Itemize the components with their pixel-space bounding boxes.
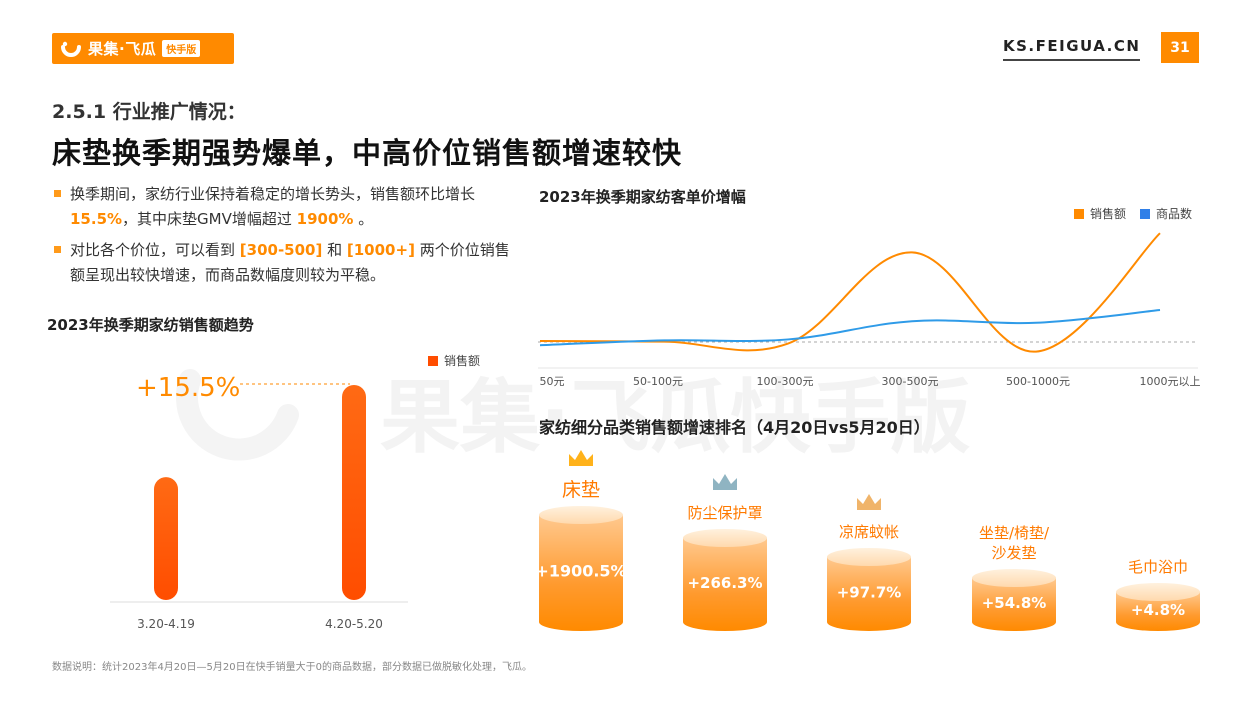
crown-icon (569, 450, 593, 466)
rank-value: +4.8% (1131, 601, 1185, 619)
line-series-0 (539, 232, 1161, 353)
line-chart-title: 2023年换季期家纺客单价增幅 (539, 188, 746, 206)
rank-cylinder-cap (972, 569, 1056, 587)
legend-swatch-items (1140, 208, 1151, 219)
line-chart: 50元 50-100元 100-300元 300-500元 500-1000元 1000元… (538, 232, 1201, 388)
page-title: 床垫换季期强势爆单，中高价位销售额增速较快 (52, 136, 683, 170)
footnote: 数据说明：统计2023年4月20日—5月20日在快手销量大于0的商品数据，部分数… (52, 662, 532, 673)
rank-category-label: 毛巾浴巾 (1098, 557, 1218, 577)
legend-swatch-sales (428, 355, 438, 366)
line-tick-label: 300-500元 (882, 375, 939, 388)
legend-swatch-sales (1074, 208, 1084, 219)
growth-annotation: +15.5% (136, 373, 240, 403)
rank-cylinder (1116, 592, 1200, 631)
crown-icon (713, 474, 737, 490)
line-tick-label: 1000元以上 (1140, 375, 1201, 388)
rank-cylinder-cap (539, 506, 623, 524)
ranking-title: 家纺细分品类销售额增速排名（4月20日vs5月20日） (539, 418, 930, 437)
legend-label-items: 商品数 (1156, 207, 1193, 221)
rank-cylinder (827, 557, 911, 631)
line-chart-legend: 销售额 商品数 (1074, 205, 1192, 222)
rank-value: +266.3% (687, 574, 762, 592)
line-series-1 (539, 309, 1161, 347)
line-tick-label: 50-100元 (633, 375, 683, 388)
rank-cylinder (683, 538, 767, 631)
line-tick-label: 50元 (540, 375, 565, 388)
rank-value: +1900.5% (535, 562, 626, 581)
line-tick-label: 500-1000元 (1006, 375, 1070, 388)
bar-chart-title: 2023年换季期家纺销售额趋势 (47, 316, 254, 334)
page-number: 31 (1161, 32, 1199, 63)
rank-category-label-line1: 坐垫/椅垫/ (978, 524, 1050, 542)
logo-smile-icon (61, 41, 81, 57)
ranking-chart: +1900.5% +266.3% +97.7% +54.8% +4.8% (535, 450, 1200, 631)
rank-category-label: 凉席蚊帐 (809, 522, 929, 542)
rank-value: +54.8% (982, 594, 1047, 612)
logo-text: 果集·飞瓜 (88, 40, 157, 58)
logo-badge: 快手版 (162, 40, 201, 57)
rank-category-label: 防尘保护罩 (665, 503, 785, 523)
bullet-2: 对比各个价位，可以看到 [300-500] 和 [1000+] 两个价位销售额呈… (52, 238, 512, 288)
brand-logo: 果集·飞瓜 快手版 (52, 33, 234, 64)
line-tick-label: 100-300元 (757, 375, 814, 388)
rank-cylinder (539, 515, 623, 631)
bar-chart-legend: 销售额 (428, 352, 480, 369)
bar-tick-label: 3.20-4.19 (137, 617, 195, 631)
rank-category-label-line1: 防尘保护罩 (687, 504, 763, 522)
bullet-1: 换季期间，家纺行业保持着稳定的增长势头，销售额环比增长 15.5%，其中床垫GM… (52, 182, 512, 232)
rank-cylinder (972, 578, 1056, 631)
legend-label-sales: 销售额 (1090, 207, 1127, 221)
rank-category-label-line1: 床垫 (561, 479, 600, 501)
crown-icon (857, 494, 881, 510)
section-subtitle: 2.5.1 行业推广情况： (52, 101, 246, 123)
rank-cylinder-cap (1116, 583, 1200, 601)
summary-bullets: 换季期间，家纺行业保持着稳定的增长势头，销售额环比增长 15.5%，其中床垫GM… (52, 182, 512, 294)
site-url[interactable]: KS.FEIGUA.CN (1003, 37, 1141, 61)
rank-category-label: 床垫 (521, 480, 641, 500)
bar-0 (154, 477, 178, 600)
rank-category-label: 坐垫/椅垫/沙发垫 (954, 523, 1074, 563)
rank-value: +97.7% (837, 584, 902, 602)
rank-category-label-line1: 毛巾浴巾 (1127, 558, 1188, 576)
rank-cylinder-cap (827, 548, 911, 566)
bar-1 (342, 385, 366, 600)
bar-tick-label: 4.20-5.20 (325, 617, 383, 631)
legend-label-sales: 销售额 (444, 354, 481, 368)
rank-category-label-line2: 沙发垫 (991, 544, 1037, 562)
rank-category-label-line1: 凉席蚊帐 (838, 523, 899, 541)
bar-chart: 3.20-4.19 4.20-5.20 +15.5% (110, 373, 408, 631)
rank-cylinder-cap (683, 529, 767, 547)
